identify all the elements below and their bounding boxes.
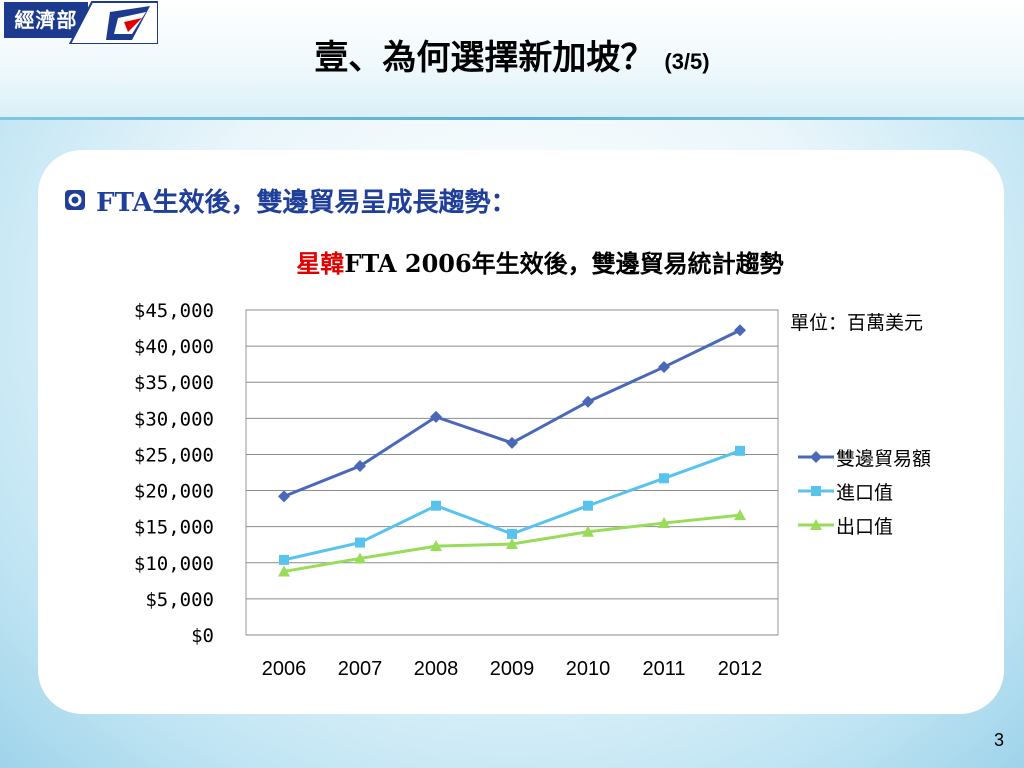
slide-title-page-indicator: (3/5) xyxy=(664,49,710,74)
legend-swatch-icon xyxy=(798,451,834,463)
data-point xyxy=(278,565,290,577)
content-card xyxy=(38,150,1004,714)
data-point xyxy=(658,517,670,529)
logo-text: 經濟部 xyxy=(4,2,88,38)
unit-label: 單位：百萬美元 xyxy=(790,312,924,334)
data-point xyxy=(355,537,365,548)
x-tick-label: 2010 xyxy=(566,658,611,680)
x-tick-label: 2011 xyxy=(642,658,685,680)
x-tick-label: 2012 xyxy=(718,658,763,680)
y-tick-label: $35,000 xyxy=(134,372,214,394)
data-point xyxy=(582,395,594,408)
x-tick-label: 2008 xyxy=(414,658,459,680)
y-tick-label: $0 xyxy=(191,625,214,647)
y-tick-label: $10,000 xyxy=(134,553,214,575)
chart-title-highlight: 星韓 xyxy=(296,249,345,278)
y-tick-label: $45,000 xyxy=(134,300,214,322)
x-tick-label: 2009 xyxy=(490,658,535,680)
data-point xyxy=(278,490,290,503)
header-divider xyxy=(0,117,1024,120)
bullet-point: FTA生效後，雙邊貿易呈成長趨勢： xyxy=(64,180,517,220)
data-point xyxy=(279,554,289,565)
data-point xyxy=(354,460,366,472)
y-tick-label: $40,000 xyxy=(134,336,214,358)
legend-label: 出口值 xyxy=(836,515,894,538)
series-line xyxy=(283,328,741,498)
y-tick-label: $20,000 xyxy=(134,481,214,503)
x-tick-label: 2007 xyxy=(338,658,383,680)
legend-item: 進口值 xyxy=(798,474,931,508)
ring-bullet-icon xyxy=(65,190,85,210)
data-point xyxy=(506,436,518,449)
data-point xyxy=(582,525,594,537)
y-tick-label: $30,000 xyxy=(134,408,214,430)
chart-title-rest: FTA 2006年生效後，雙邊貿易統計趨勢 xyxy=(344,249,784,278)
legend-label: 進口值 xyxy=(836,481,894,504)
legend-label: 雙邊貿易額 xyxy=(836,447,932,470)
data-point xyxy=(735,445,745,456)
legend-swatch-icon xyxy=(798,519,834,530)
logo-emblem-icon xyxy=(68,1,158,44)
bullet-text: FTA生效後，雙邊貿易呈成長趨勢： xyxy=(96,187,517,218)
data-point xyxy=(658,361,670,374)
x-tick-label: 2006 xyxy=(262,658,307,680)
data-point xyxy=(430,540,442,552)
legend-item: 出口值 xyxy=(798,508,931,542)
legend-item: 雙邊貿易額 xyxy=(798,440,931,474)
data-point xyxy=(354,552,366,564)
slide-title-text: 壹、為何選擇新加坡？ xyxy=(314,38,655,78)
y-tick-label: $15,000 xyxy=(134,517,214,539)
y-tick-label: $5,000 xyxy=(145,589,214,611)
data-point xyxy=(583,500,593,511)
header-bar xyxy=(0,0,1024,118)
plot-area-frame xyxy=(245,309,779,636)
data-point xyxy=(507,528,517,539)
data-point xyxy=(430,410,442,423)
data-point xyxy=(734,324,746,337)
data-point xyxy=(734,509,746,521)
data-point xyxy=(659,473,669,484)
page-number: 3 xyxy=(993,730,1004,750)
data-point xyxy=(431,500,441,511)
chart-title: 星韓FTA 2006年生效後，雙邊貿易統計趨勢 xyxy=(160,244,920,279)
data-point xyxy=(506,538,518,549)
legend-swatch-icon xyxy=(798,486,834,496)
y-tick-label: $25,000 xyxy=(134,444,214,466)
slide-title: 壹、為何選擇新加坡？ (3/5) xyxy=(200,30,824,79)
chart-legend: 雙邊貿易額進口值出口值 xyxy=(798,440,931,542)
ministry-logo: 經濟部 xyxy=(0,0,158,44)
